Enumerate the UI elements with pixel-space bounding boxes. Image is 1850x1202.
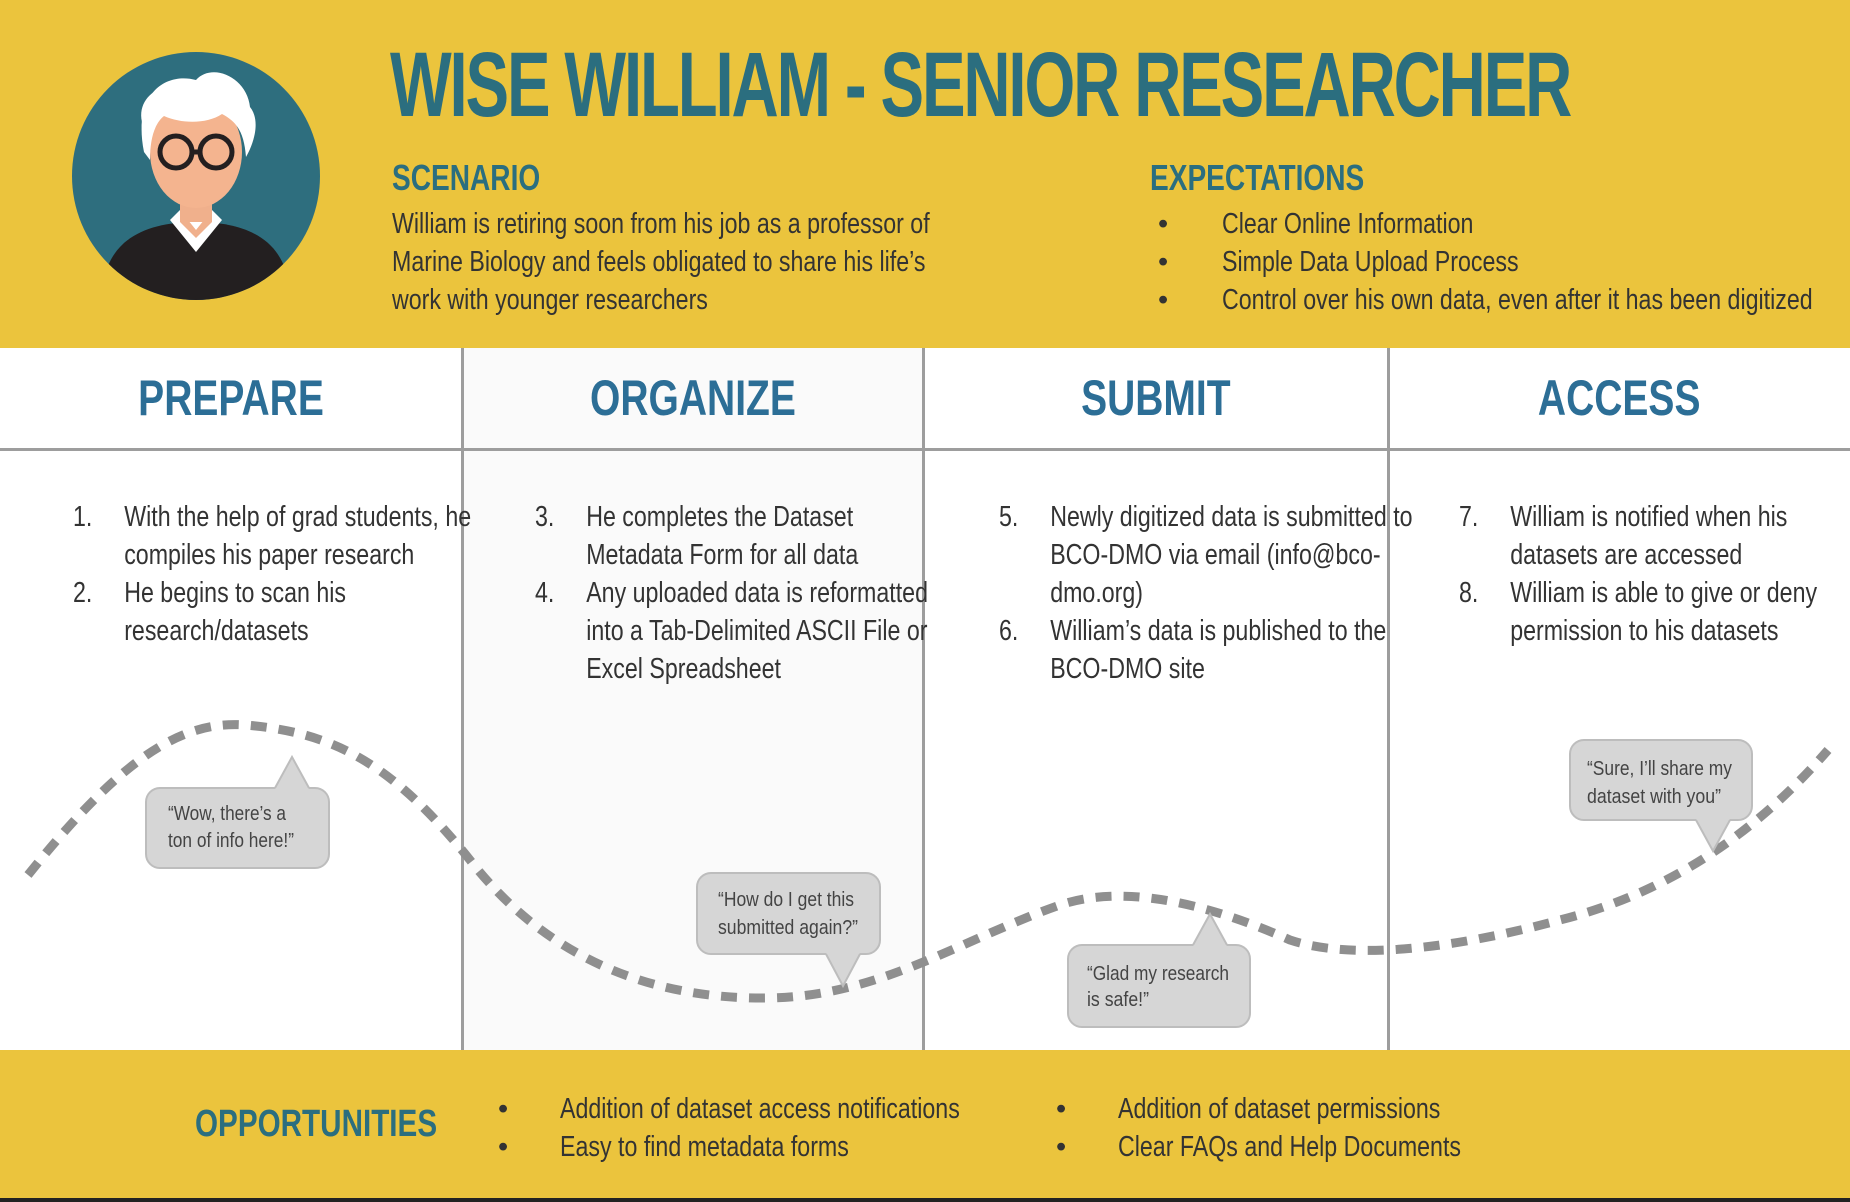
bullet-icon: •: [1158, 284, 1169, 316]
step-item: 4. Any uploaded data is reformatted into …: [535, 577, 928, 685]
stage-column-prepare: [0, 348, 462, 1050]
journey-stages: PREPARE ORGANIZE SUBMIT ACCESS 1. With th…: [0, 348, 1850, 1050]
stage-heading-access: ACCESS: [1537, 370, 1701, 426]
stage-heading-prepare: PREPARE: [138, 370, 324, 426]
expectations-heading: EXPECTATIONS: [1150, 157, 1365, 198]
bullet-icon: •: [1158, 246, 1169, 278]
column-divider: [922, 348, 925, 1050]
scenario-heading: SCENARIO: [392, 157, 541, 198]
header-divider: [0, 448, 1850, 451]
step-item: 1. With the help of grad students, he com…: [73, 501, 472, 571]
stage-heading-submit: SUBMIT: [1081, 370, 1231, 426]
bottom-border: [0, 1198, 1850, 1202]
stage-column-organize: [462, 348, 924, 1050]
column-divider: [461, 348, 464, 1050]
stage-heading-organize: ORGANIZE: [590, 370, 796, 426]
bullet-icon: •: [498, 1093, 509, 1125]
steps-organize: 3. He completes the Dataset Metadata Form…: [535, 498, 955, 688]
bullet-icon: •: [1056, 1131, 1067, 1163]
bullet-icon: •: [1056, 1093, 1067, 1125]
header-band: WISE WILLIAM - SENIOR RESEARCHER SCENARI…: [0, 0, 1850, 348]
avatar-illustration: [72, 52, 320, 300]
step-item: 6. William’s data is published to the BCO…: [999, 615, 1387, 685]
steps-access: 7. William is notified when his datasets …: [1459, 498, 1850, 650]
opportunities-heading: OPPORTUNITIES: [195, 1103, 438, 1145]
page-title: WISE WILLIAM - SENIOR RESEARCHER: [390, 34, 1572, 136]
footer-band: [0, 1050, 1850, 1200]
step-item: 3. He completes the Dataset Metadata Form…: [535, 501, 859, 571]
steps-prepare: 1. With the help of grad students, he com…: [73, 498, 493, 650]
step-item: 2. He begins to scan his research/dataset…: [73, 577, 347, 647]
scenario-text: William is retiring soon from his job as…: [392, 208, 930, 316]
bullet-icon: •: [498, 1131, 509, 1163]
stage-column-access: [1388, 348, 1850, 1050]
step-item: 8. William is able to give or deny permis…: [1459, 577, 1818, 647]
stage-column-submit: [924, 348, 1388, 1050]
steps-submit: 5. Newly digitized data is submitted to B…: [999, 498, 1419, 688]
column-divider: [1387, 348, 1390, 1050]
step-item: 5. Newly digitized data is submitted to B…: [999, 501, 1413, 609]
step-item: 7. William is notified when his datasets …: [1459, 501, 1788, 571]
bullet-icon: •: [1158, 208, 1169, 240]
